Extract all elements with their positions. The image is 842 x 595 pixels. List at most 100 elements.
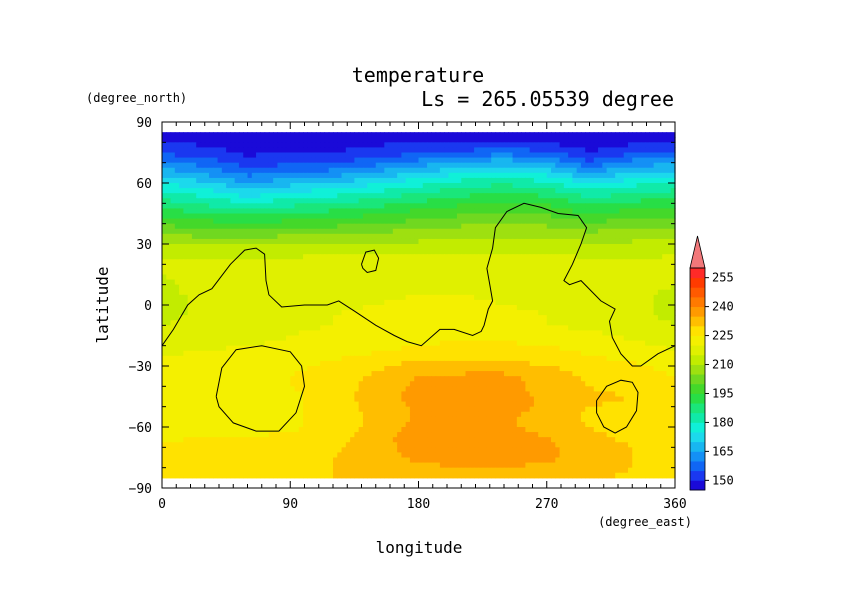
heatmap-cell (589, 238, 595, 245)
heatmap-cell (469, 147, 475, 154)
heatmap-cell (461, 299, 467, 306)
heatmap-cell (179, 213, 184, 220)
heatmap-cell (529, 193, 535, 199)
heatmap-cell (221, 172, 227, 179)
heatmap-cell (563, 233, 569, 240)
heatmap-cell (585, 152, 591, 159)
heatmap-cell (354, 325, 360, 332)
heatmap-cell (256, 223, 261, 230)
heatmap-cell (333, 177, 338, 184)
heatmap-cell (589, 193, 595, 199)
heatmap-cell (499, 198, 505, 204)
heatmap-cell (213, 228, 219, 235)
heatmap-cell (191, 208, 197, 215)
heatmap-cell (213, 172, 219, 179)
heatmap-cell (294, 177, 300, 184)
heatmap-cell (191, 274, 197, 281)
heatmap-cell (405, 132, 411, 138)
heatmap-cell (542, 132, 548, 138)
heatmap-cell (482, 137, 488, 143)
heatmap-cell (499, 264, 505, 271)
heatmap-cell (649, 279, 655, 286)
heatmap-cell (666, 305, 672, 311)
heatmap-cell (512, 233, 518, 240)
heatmap-cell (294, 259, 300, 265)
heatmap-cell (414, 188, 420, 194)
heatmap-cell (260, 335, 266, 342)
heatmap-cell (418, 147, 424, 154)
heatmap-cell (474, 310, 479, 316)
heatmap-cell (273, 294, 279, 301)
heatmap-cell (388, 233, 394, 240)
heatmap-cell (670, 299, 676, 306)
heatmap-cell (230, 213, 236, 220)
heatmap-cell (538, 238, 544, 245)
heatmap-cell (179, 203, 184, 210)
heatmap-cell (380, 315, 385, 321)
heatmap-cell (367, 157, 373, 164)
heatmap-cell (187, 325, 193, 332)
heatmap-cell (238, 330, 244, 337)
heatmap-cell (427, 213, 432, 220)
heatmap-cell (384, 335, 390, 342)
heatmap-cell (290, 284, 296, 291)
heatmap-cell (444, 330, 450, 337)
heatmap-cell (307, 269, 313, 276)
heatmap-cell (234, 310, 240, 316)
heatmap-cell (209, 340, 214, 347)
heatmap-cell (238, 213, 244, 220)
heatmap-cell (414, 330, 420, 337)
heatmap-cell (657, 294, 663, 301)
heatmap-cell (465, 325, 471, 332)
heatmap-cell (337, 264, 343, 271)
heatmap-cell (568, 305, 574, 311)
heatmap-cell (196, 152, 202, 159)
heatmap-cell (234, 325, 240, 332)
heatmap-cell (576, 228, 582, 235)
heatmap-cell (166, 249, 172, 255)
heatmap-cell (264, 177, 270, 184)
heatmap-cell (525, 193, 531, 199)
heatmap-cell (401, 294, 407, 301)
heatmap-cell (427, 183, 432, 189)
heatmap-cell (187, 142, 193, 149)
heatmap-cell (217, 264, 223, 271)
heatmap-cell (200, 193, 206, 199)
heatmap-cell (559, 147, 565, 154)
heatmap-cell (277, 193, 283, 199)
heatmap-cell (645, 259, 650, 265)
heatmap-cell (486, 142, 492, 149)
heatmap-cell (315, 218, 321, 225)
heatmap-cell (478, 269, 484, 276)
heatmap-cell (371, 198, 377, 204)
heatmap-cell (563, 244, 569, 250)
heatmap-cell (538, 177, 544, 184)
heatmap-cell (191, 340, 197, 347)
heatmap-cell (670, 244, 676, 250)
heatmap-cell (452, 188, 458, 194)
heatmap-cell (358, 330, 364, 337)
heatmap-cell (375, 335, 381, 342)
heatmap-cell (174, 279, 180, 286)
heatmap-cell (405, 167, 411, 174)
heatmap-cell (371, 310, 377, 316)
heatmap-cell (401, 305, 407, 311)
heatmap-cell (461, 213, 467, 220)
heatmap-cell (636, 320, 642, 326)
heatmap-cell (559, 177, 565, 184)
heatmap-cell (414, 162, 420, 169)
heatmap-cell (645, 249, 650, 255)
heatmap-cell (559, 238, 565, 245)
heatmap-cell (187, 264, 193, 271)
heatmap-cell (350, 147, 355, 154)
heatmap-cell (645, 294, 650, 301)
heatmap-cell (495, 294, 501, 301)
heatmap-cell (273, 162, 279, 169)
heatmap-cell (474, 183, 479, 189)
heatmap-cell (563, 218, 569, 225)
heatmap-cell (657, 137, 663, 143)
heatmap-cell (405, 142, 411, 149)
heatmap-cell (354, 330, 360, 337)
heatmap-cell (405, 223, 411, 230)
heatmap-cell (247, 284, 253, 291)
